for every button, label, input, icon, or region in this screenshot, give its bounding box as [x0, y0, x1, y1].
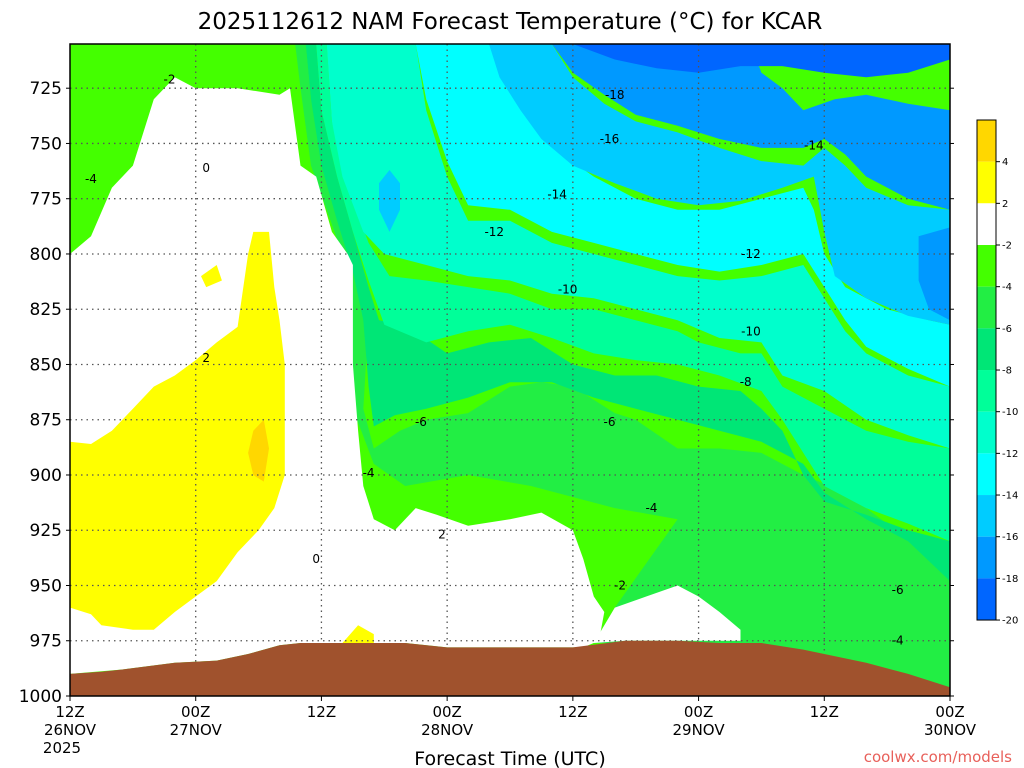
contour-label-9: -12 [741, 247, 761, 261]
ground-terrain [70, 640, 950, 696]
temperature-band-7 [551, 44, 950, 210]
contour-label-7: -14 [547, 187, 567, 201]
contour-label-5: -16 [600, 132, 620, 146]
contour-label-17: 2 [438, 528, 446, 542]
legend-bin-1 [977, 161, 996, 204]
x-tick-date-1: 27NOV [170, 721, 223, 739]
color-legend: 4 2 -2 -4 -6 -8 -10 -12 -14 -16 -18 -20 [976, 119, 1018, 627]
contour-label-21: -4 [892, 634, 904, 648]
plot-frame [69, 43, 951, 697]
contour-label-6: -14 [804, 139, 824, 153]
legend-tick-label-2: -2 [1002, 241, 1012, 252]
y-tick-label-5: 850 [30, 355, 62, 375]
legend-tick-label-1: 2 [1002, 199, 1008, 210]
plot-area: -2 -4 0 2 -18 -16 -14 -14 -12 -12 -10 -10 -8 -6 -6 -4 -4… [70, 44, 950, 696]
temperature-band-13 [70, 231, 285, 630]
x-tick-year-0: 2025 [43, 739, 81, 757]
contour-label-19: -2 [614, 578, 626, 592]
legend-tick-label-0: 4 [1002, 157, 1008, 168]
legend-bin-3 [977, 245, 996, 287]
x-axis-label: Forecast Time (UTC) [414, 748, 605, 768]
chart-title: 2025112612 NAM Forecast Temperature (°C)… [198, 9, 823, 35]
contour-label-10: -10 [558, 282, 578, 296]
legend-tick-label-10: -18 [1002, 574, 1018, 585]
legend-tick-label-9: -16 [1002, 532, 1018, 543]
x-tick-label-6: 12Z [810, 703, 839, 721]
contour-label-3: 2 [202, 351, 210, 365]
x-tick-label-4: 12Z [558, 703, 587, 721]
x-tick-label-7: 00Z [935, 703, 964, 721]
x-tick-date-3: 28NOV [421, 721, 474, 739]
x-tick-date-7: 30NOV [924, 721, 977, 739]
contour-label-8: -12 [484, 225, 504, 239]
legend-tick-label-3: -4 [1002, 282, 1012, 293]
legend-tick-label-6: -10 [1002, 407, 1018, 418]
contour-label-13: -6 [415, 415, 427, 429]
temperature-band-14 [248, 419, 269, 482]
y-tick-label-6: 875 [30, 411, 62, 431]
y-tick-label-11: 1000 [19, 687, 62, 707]
contour-label-16: -4 [645, 501, 657, 515]
credit-text: coolwx.com/models [864, 748, 1012, 766]
temperature-band-10 [918, 227, 950, 321]
temperature-band-5 [415, 44, 950, 387]
contour-label-14: -6 [604, 415, 616, 429]
x-tick-label-2: 12Z [307, 703, 336, 721]
contour-label-2: 0 [202, 161, 210, 175]
legend-tick-label-4: -6 [1002, 324, 1012, 335]
y-tick-label-4: 825 [30, 300, 62, 320]
contour-label-11: -10 [741, 324, 761, 338]
y-tick-label-10: 975 [30, 632, 62, 652]
contour-label-20: -6 [892, 583, 904, 597]
y-tick-label-3: 800 [30, 245, 62, 265]
legend-bin-9 [977, 495, 996, 537]
legend-tick-label-7: -12 [1002, 449, 1018, 460]
temperature-band-12 [593, 585, 741, 643]
temperature-band-8 [572, 44, 950, 78]
y-tick-label-8: 925 [30, 521, 62, 541]
x-tick-date-0: 26NOV [44, 721, 97, 739]
temperature-band-3 [316, 44, 950, 542]
temperature-band-4 [326, 44, 950, 449]
temperature-band-2 [305, 44, 950, 582]
contour-labels: -2 -4 0 2 -18 -16 -14 -14 -12 -12 -10 -10 -8 -6 -6 -4 -4… [85, 72, 904, 647]
legend-bin-6 [977, 370, 996, 412]
contour-label-1: -4 [85, 172, 97, 186]
legend-tick-label-11: -20 [1002, 616, 1018, 627]
contour-label-15: -4 [363, 466, 375, 480]
contour-label-12: -8 [740, 375, 752, 389]
legend-bin-8 [977, 453, 996, 496]
legend-bin-0 [977, 120, 996, 162]
legend-bin-2 [977, 203, 996, 246]
x-tick-label-5: 00Z [684, 703, 713, 721]
x-tick-date-5: 29NOV [673, 721, 726, 739]
grid [70, 44, 950, 696]
contour-label-4: -18 [605, 88, 625, 102]
contour-label-0: -2 [164, 72, 176, 86]
y-tick-label-9: 950 [30, 576, 62, 596]
legend-tick-label-8: -14 [1002, 491, 1018, 502]
y-tick-label-2: 775 [30, 190, 62, 210]
legend-bin-5 [977, 328, 996, 371]
x-tick-label-3: 00Z [432, 703, 461, 721]
x-tick-label-1: 00Z [181, 703, 210, 721]
legend-bin-4 [977, 286, 996, 329]
legend-bin-11 [977, 578, 996, 621]
y-tick-label-0: 725 [30, 79, 62, 99]
y-axis: 725 750 775 800 825 850 875 900 925 950 975 1000 [19, 79, 954, 707]
x-tick-label-0: 12Z [55, 703, 84, 721]
legend-tick-label-5: -8 [1002, 366, 1012, 377]
legend-bin-7 [977, 411, 996, 454]
temperature-band-9 [379, 170, 400, 232]
temperature-band-16 [342, 625, 374, 643]
contour-label-18: 0 [312, 552, 320, 566]
y-tick-label-7: 900 [30, 466, 62, 486]
legend-bin-10 [977, 536, 996, 579]
y-tick-label-1: 750 [30, 134, 62, 154]
temperature-band-15 [201, 265, 222, 288]
